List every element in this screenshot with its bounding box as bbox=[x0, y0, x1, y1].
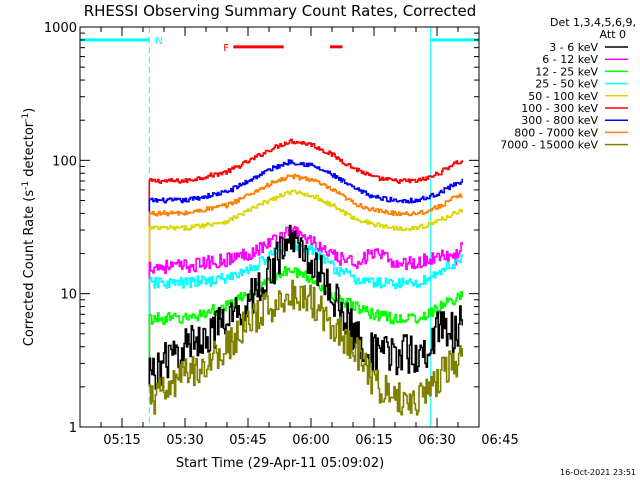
legend-label: 12 - 25 keV bbox=[535, 65, 598, 78]
legend-label: 6 - 12 keV bbox=[542, 53, 598, 66]
legend-header-2: Att 0 bbox=[600, 28, 626, 41]
y-axis: 1 10 100 1000 bbox=[44, 21, 479, 436]
series-line bbox=[148, 279, 464, 416]
series-layer bbox=[148, 138, 464, 416]
plot-frame bbox=[79, 26, 480, 428]
x-tick-label: 06:00 bbox=[292, 433, 329, 448]
x-tick-label: 06:30 bbox=[418, 433, 455, 448]
footer-timestamp: 16-Oct-2021 23:51 bbox=[560, 468, 636, 477]
x-tick-label: 05:45 bbox=[229, 433, 266, 448]
chart-title: RHESSI Observing Summary Count Rates, Co… bbox=[84, 2, 477, 20]
y-tick-label: 1000 bbox=[44, 21, 77, 36]
legend-label: 800 - 7000 keV bbox=[514, 126, 598, 139]
series-line bbox=[148, 225, 464, 387]
x-tick-label: 05:30 bbox=[166, 433, 203, 448]
legend-label: 100 - 300 keV bbox=[521, 102, 598, 115]
series-line bbox=[148, 159, 464, 387]
y-tick-label: 1 bbox=[69, 421, 77, 436]
y-tick-label: 100 bbox=[52, 154, 77, 169]
annotation-label: N bbox=[155, 36, 162, 47]
y-tick-label: 10 bbox=[60, 288, 77, 303]
series-line bbox=[148, 237, 464, 387]
series-line bbox=[148, 173, 464, 387]
x-tick-label: 06:45 bbox=[481, 433, 518, 448]
legend-label: 3 - 6 keV bbox=[549, 41, 598, 54]
legend-label: 300 - 800 keV bbox=[521, 114, 598, 127]
x-tick-label: 05:15 bbox=[103, 433, 140, 448]
series-line bbox=[148, 224, 464, 390]
series-line bbox=[148, 138, 464, 387]
x-axis: 05:15 05:30 05:45 06:00 06:15 06:30 06:45 bbox=[100, 27, 519, 448]
legend-label: 25 - 50 keV bbox=[535, 78, 598, 91]
annotation-label: F bbox=[223, 43, 229, 54]
legend-header-1: Det 1,3,4,5,6,9, bbox=[550, 16, 636, 29]
legend-label: 7000 - 15000 keV bbox=[500, 139, 598, 152]
series-line bbox=[148, 265, 464, 387]
annotation-layer: NF bbox=[80, 36, 479, 54]
x-tick-label: 06:15 bbox=[355, 433, 392, 448]
legend-label: 50 - 100 keV bbox=[528, 90, 598, 103]
series-line bbox=[148, 189, 464, 387]
y-axis-label: Corrected Count Rate (s-1 detector-1) bbox=[21, 108, 37, 346]
x-axis-label: Start Time (29-Apr-11 05:09:02) bbox=[176, 456, 384, 471]
